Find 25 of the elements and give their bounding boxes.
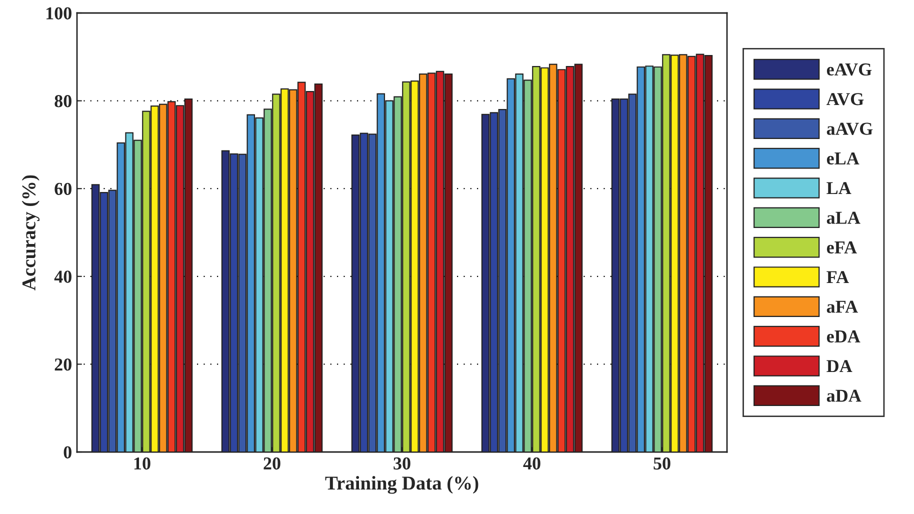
legend-label: FA — [826, 271, 849, 284]
legend-label: eLA — [826, 152, 860, 165]
legend-label: eAVG — [826, 63, 872, 76]
y-tick-label: 60 — [54, 182, 72, 196]
y-tick-label: 100 — [46, 7, 72, 20]
legend-label: eDA — [826, 330, 860, 343]
y-tick-label: 40 — [54, 270, 72, 283]
x-tick-label: 50 — [654, 457, 670, 470]
y-tick-label: 0 — [64, 446, 72, 458]
legend-label: DA — [826, 360, 852, 372]
legend-label: LA — [826, 182, 852, 194]
legend-label: aDA — [826, 390, 862, 402]
x-tick-label: 30 — [394, 457, 410, 470]
legend-label: aFA — [826, 300, 858, 313]
x-axis-title: Training Data (%) — [325, 476, 478, 494]
legend-label: aAVG — [826, 122, 873, 135]
legend-label: eFA — [826, 241, 857, 254]
x-tick-label: 40 — [523, 457, 540, 470]
x-tick-label: 20 — [264, 457, 280, 470]
y-tick-label: 20 — [54, 358, 72, 371]
legend-label: aLA — [826, 212, 860, 224]
y-tick-label: 80 — [54, 95, 72, 108]
legend-label: AVG — [826, 93, 864, 106]
y-axis-title: Accuracy (%) — [22, 175, 40, 290]
x-tick-label: 10 — [134, 457, 150, 470]
